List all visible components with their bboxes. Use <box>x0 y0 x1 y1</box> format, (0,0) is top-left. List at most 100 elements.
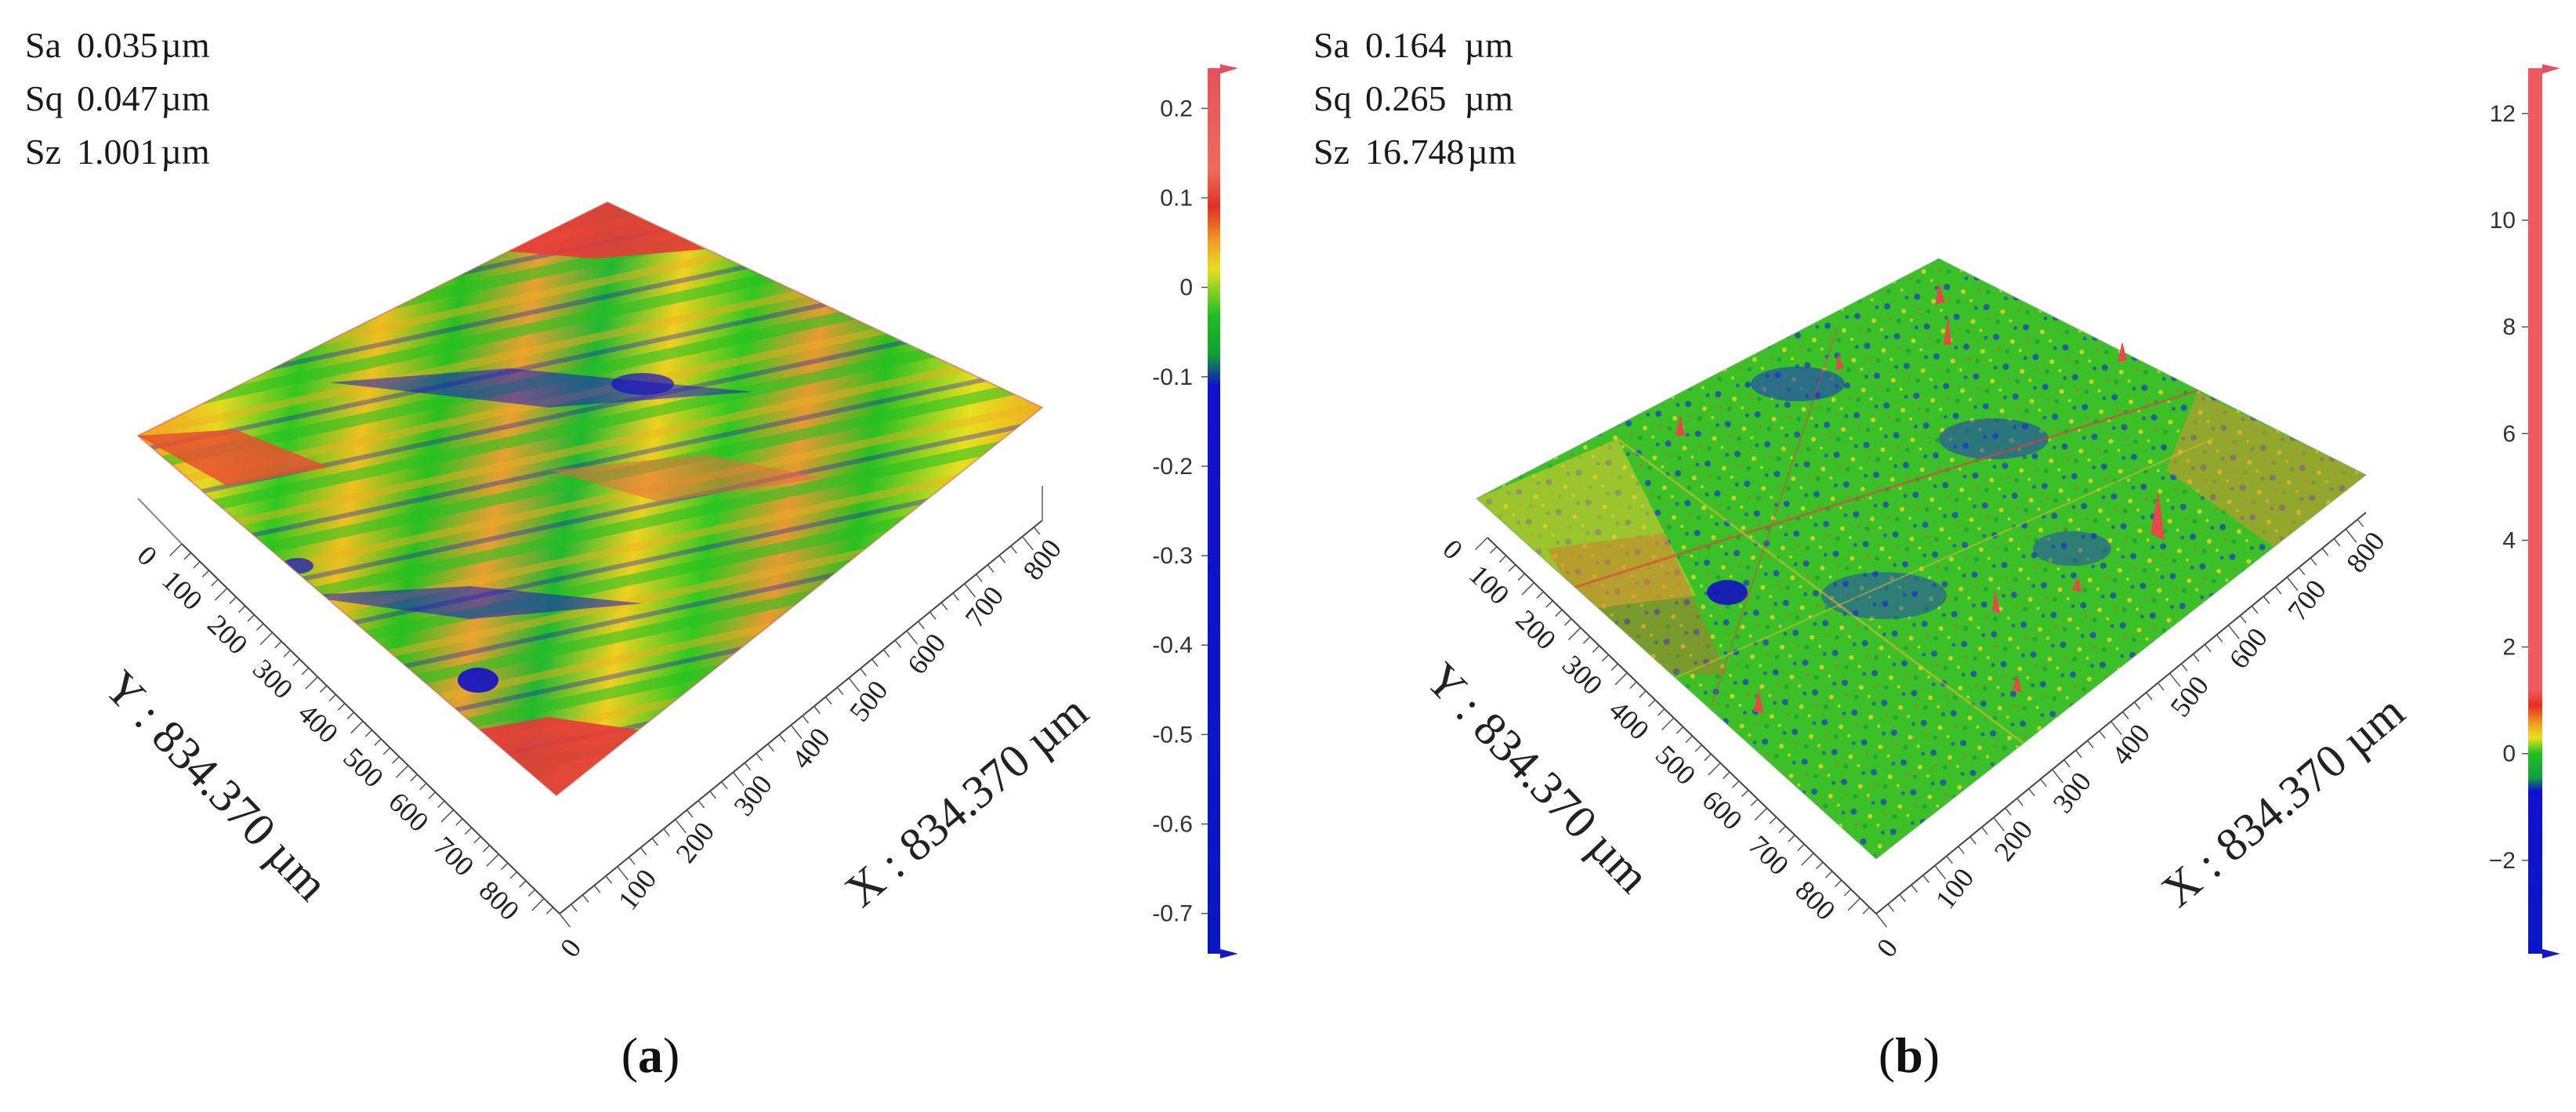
y-axis-tick <box>1508 563 1516 572</box>
x-tick-label: 100 <box>612 864 663 916</box>
x-axis-tick <box>894 639 902 648</box>
colorbar-max-marker <box>1220 64 1238 74</box>
y-tick-label: 300 <box>247 653 299 705</box>
y-axis-b <box>1487 537 1877 915</box>
x-axis-tick <box>639 847 647 856</box>
x-tick-label: 400 <box>2105 718 2156 770</box>
x-axis-b <box>1875 512 2367 915</box>
x-axis-tick <box>836 686 844 696</box>
x-axis-tick <box>860 668 867 676</box>
colorbar-min-marker <box>1220 949 1238 958</box>
y-axis-tick <box>382 747 391 755</box>
y-axis-tick <box>193 561 201 569</box>
panel-b: Sa 0.164 µm Sq 0.265 µm Sz 16.748 µm <box>1288 0 2576 1112</box>
colorbar-tick-label: -0.1 <box>1152 364 1193 390</box>
colorbar-tick-label: 6 <box>2502 421 2516 447</box>
x-axis-tick <box>813 705 821 715</box>
x-axis-title-b: X : 834.370 µm <box>2152 685 2414 917</box>
x-axis-tick <box>2028 788 2035 797</box>
stat-unit: µm <box>1467 132 1516 172</box>
x-tick-label: 800 <box>1016 533 1067 585</box>
y-axis-tick <box>1816 861 1824 870</box>
y-axis-tick <box>350 720 364 734</box>
x-axis-tick <box>1934 865 1947 880</box>
stat-name: Sa <box>1313 25 1350 65</box>
stat-name: Sq <box>1313 78 1352 118</box>
y-axis-tick <box>1741 789 1749 798</box>
y-axis-tick <box>464 827 473 835</box>
x-axis-tick <box>778 733 786 743</box>
x-axis-tick <box>2274 586 2282 595</box>
x-axis-tick <box>848 677 860 692</box>
y-tick-label: 200 <box>201 609 254 661</box>
y-axis-tick <box>338 703 346 711</box>
stat-unit: µm <box>1464 25 1513 65</box>
stat-value: 0.164 <box>1365 25 1447 65</box>
stat-name: Sz <box>25 132 61 172</box>
y-axis-tick <box>1847 897 1861 911</box>
y-axis-tick <box>256 623 264 631</box>
roughness-stats-b: Sa 0.164 µm Sq 0.265 µm Sz 16.748 µm <box>1313 19 1516 179</box>
y-axis-tick <box>214 588 228 601</box>
y-axis-tick <box>374 738 382 746</box>
stat-value: 0.047 <box>77 78 158 118</box>
x-axis-tick <box>2239 615 2247 624</box>
y-axis-tick <box>1517 573 1526 581</box>
y-axis-tick <box>183 552 192 560</box>
y-axis-tick <box>531 898 545 911</box>
y-axis-tick <box>1862 907 1870 915</box>
x-axis-tick <box>2016 798 2023 806</box>
x-axis-tick <box>2204 643 2212 653</box>
x-axis-a <box>559 486 1043 915</box>
y-axis-tick <box>319 685 328 693</box>
y-axis-tick <box>1614 672 1628 686</box>
x-axis-tick <box>2310 557 2317 566</box>
x-axis-tick <box>663 828 670 837</box>
y-axis-tick <box>274 640 282 649</box>
x-axis-tick <box>1875 913 1888 928</box>
y-tick-label: 800 <box>473 875 526 926</box>
y-tick-label: 100 <box>156 564 208 616</box>
x-tick-label: 0 <box>554 933 588 963</box>
colorbar-max-marker <box>2542 64 2560 74</box>
x-axis-tick <box>1911 884 1918 893</box>
stat-unit: µm <box>161 25 210 65</box>
y-tick-label: 700 <box>428 830 480 882</box>
x-tick-label: 500 <box>843 675 894 727</box>
y-axis-tick <box>1843 889 1852 896</box>
surface-spikes-b <box>1676 282 2165 713</box>
y-axis-tick <box>1592 645 1600 653</box>
x-axis-tick <box>1969 836 1976 845</box>
y-axis-tick <box>201 570 210 578</box>
x-tick-label: 100 <box>1929 862 1980 915</box>
x-axis-tick <box>871 658 879 667</box>
x-axis-tick <box>1981 827 1988 835</box>
colorbar-tick-label: 8 <box>2502 314 2516 340</box>
stat-unit: µm <box>1464 78 1513 118</box>
y-axis-tick <box>1750 799 1759 806</box>
y-axis-tick <box>1704 753 1712 762</box>
x-axis-tick <box>2005 807 2012 816</box>
y-axis-tick <box>1723 771 1730 780</box>
x-axis-tick <box>998 555 1006 563</box>
y-axis-tick <box>395 765 409 778</box>
y-axis-tick <box>1498 555 1507 563</box>
y-tick-label: 400 <box>292 697 345 749</box>
y-axis-tick <box>1824 871 1833 878</box>
y-tick-label: 0 <box>131 539 163 571</box>
y-axis-tick <box>1661 717 1675 731</box>
y-axis-tick <box>428 791 437 799</box>
x-axis-tick <box>2075 749 2082 759</box>
y-axis-tick <box>305 676 318 690</box>
x-axis-tick <box>952 592 960 601</box>
panel-label-a: (a) <box>621 1027 680 1083</box>
y-axis-tick <box>292 658 300 667</box>
stat-sz-a: Sz 1.001 µm <box>25 125 210 179</box>
x-tick-label: 300 <box>727 769 778 821</box>
y-tick-label: 200 <box>1509 604 1562 656</box>
y-axis-tick <box>1676 726 1684 734</box>
x-axis-tick <box>964 583 976 598</box>
y-axis-tick <box>509 871 518 879</box>
x-tick-label: 0 <box>1871 933 1904 963</box>
